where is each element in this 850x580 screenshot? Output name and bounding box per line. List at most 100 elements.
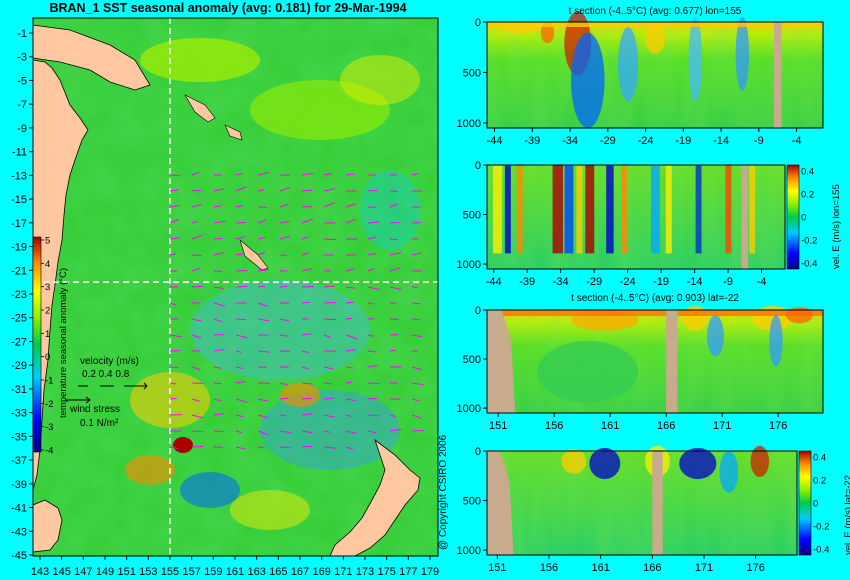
section-feature <box>571 32 605 128</box>
wind-vector <box>213 286 224 289</box>
map-lon-tick-label: 161 <box>226 566 244 578</box>
map-lon-tick-label: 155 <box>161 566 179 578</box>
wind-vector <box>169 366 179 369</box>
wind-vector <box>169 334 182 338</box>
wind-vector <box>389 286 402 291</box>
section-feature <box>621 165 628 254</box>
section-feature <box>749 165 756 254</box>
section-feature <box>516 165 523 254</box>
wind-vector <box>257 350 270 353</box>
section-x-tick-label: 156 <box>545 420 563 432</box>
wind-vector <box>323 397 334 400</box>
section-land-column <box>652 451 663 555</box>
wind-vector <box>367 430 377 434</box>
wind-vector <box>301 430 313 434</box>
section-frame <box>486 309 824 414</box>
wind-vector <box>367 397 378 400</box>
section-colorbar-tick-label: 0.2 <box>801 190 814 201</box>
wind-vector <box>235 398 248 403</box>
map-lon-tick-label: 167 <box>291 566 309 578</box>
section-feature <box>561 448 587 474</box>
australia-landmass <box>32 59 89 491</box>
map-lat-tick-label: -33 <box>11 408 27 420</box>
map-colorbar-tick-label: -1 <box>45 376 53 387</box>
map-lat-tick-label: -23 <box>11 289 27 301</box>
wind-stress-vectors <box>169 171 424 450</box>
wind-vector <box>279 414 287 417</box>
section-x-tick-label: 151 <box>489 420 507 432</box>
map-lat-tick-label: -29 <box>11 360 27 372</box>
map-lat-tick-label: -39 <box>11 479 27 491</box>
wind-vector <box>235 334 248 339</box>
wind-vector <box>257 446 265 449</box>
wind-vector <box>345 286 356 289</box>
new-zealand-landmass <box>329 438 421 557</box>
wind-vector <box>169 237 180 240</box>
section-x-tick-label: 166 <box>657 420 675 432</box>
wind-vector <box>257 172 269 176</box>
map-colorbar-tick-label: 2 <box>45 306 50 317</box>
section-feature <box>665 165 672 254</box>
wind-vector <box>191 414 203 419</box>
wind-vector <box>411 414 423 419</box>
map-lat-tick-label: -31 <box>11 384 27 396</box>
wind-vector <box>301 172 314 176</box>
wind-vector <box>323 382 332 385</box>
wind-vector <box>213 430 224 433</box>
wind-vector <box>411 334 422 338</box>
section-colorbar-tick-label: -0.4 <box>801 259 817 270</box>
section-x-tick-label: -39 <box>524 135 540 147</box>
map-lat-tick-label: -11 <box>12 147 27 159</box>
section-colorbar-tick-label: 0 <box>813 499 818 510</box>
wind-vector <box>323 414 335 418</box>
velocity-legend-title: velocity (m/s) <box>80 356 139 367</box>
wind-vector <box>213 318 223 323</box>
wind-vector <box>367 302 375 305</box>
wind-vector <box>367 334 375 337</box>
wind-vector <box>235 204 244 208</box>
wind-vector <box>411 398 420 402</box>
wind-vector <box>191 430 204 433</box>
section-panel-temp-lat: t section (-4..5°C) (avg: 0.903) lat=-22… <box>457 293 824 432</box>
map-lon-tick-label: 151 <box>117 566 135 578</box>
wind-vector <box>191 203 203 208</box>
wind-vector <box>345 203 356 208</box>
wind-legend-arrow <box>66 396 91 404</box>
wind-vector <box>235 366 243 369</box>
new-guinea-landmass <box>32 24 151 91</box>
wind-vector <box>323 173 332 176</box>
wind-vector <box>323 446 336 449</box>
wind-vector <box>213 220 226 224</box>
section-x-tick-label: -44 <box>486 276 502 288</box>
new-caledonia <box>239 239 269 271</box>
map-colorbar-tick-label: -3 <box>45 422 53 433</box>
section-feature <box>679 447 717 480</box>
map-colorbar-tick-label: 0 <box>45 352 50 363</box>
map-lat-tick-label: -9 <box>17 123 27 135</box>
section-y-tick-label: 500 <box>463 354 481 366</box>
wind-vector <box>367 414 380 417</box>
map-lat-tick-label: -3 <box>17 52 27 64</box>
map-lon-tick-label: 175 <box>377 566 395 578</box>
section-feature <box>725 165 732 254</box>
wind-vector <box>301 189 313 192</box>
map-lat-tick-label: -13 <box>11 170 27 182</box>
wind-vector <box>169 349 181 352</box>
section-frame <box>486 21 824 129</box>
map-lon-tick-label: 165 <box>269 566 287 578</box>
wind-vector <box>345 219 356 224</box>
wind-vector <box>279 235 291 240</box>
sst-map-panel: -1-3-5-7-9-11-13-15-17-19-21-23-25-27-29… <box>11 17 439 578</box>
wind-vector <box>257 236 266 240</box>
section-australia-slope <box>487 451 514 555</box>
wind-vector <box>213 366 222 369</box>
wind-vector <box>235 414 244 418</box>
wind-vector <box>389 252 402 256</box>
wind-vector <box>279 285 288 288</box>
section-x-tick-label: 171 <box>695 562 713 574</box>
map-lon-tick-label: 159 <box>204 566 222 578</box>
wind-vector <box>191 254 202 257</box>
wind-vector <box>235 172 244 176</box>
section-x-tick-label: -34 <box>553 276 569 288</box>
wind-vector <box>411 318 420 321</box>
